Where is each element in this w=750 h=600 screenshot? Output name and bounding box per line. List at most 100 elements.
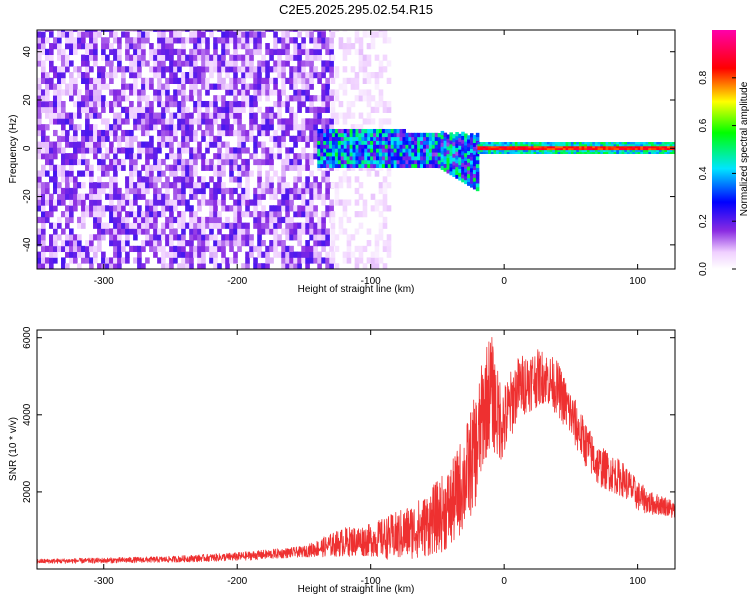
heatmap-cell [281,118,286,125]
heatmap-cell [362,66,368,73]
heatmap-cell [458,141,462,146]
heatmap-cell [101,182,106,189]
heatmap-cell [340,132,345,138]
heatmap-cell [440,165,445,170]
heatmap-cell [265,245,270,253]
heatmap-cell [313,112,318,119]
heatmap-cell [378,132,383,138]
heatmap-cell [536,147,540,151]
heatmap-cell [297,77,302,84]
heatmap-cell [237,164,242,171]
heatmap-cell [285,158,290,166]
heatmap-cell [257,106,262,113]
heatmap-cell [205,100,210,108]
heatmap-cell [81,31,86,38]
heatmap-cell [193,118,198,125]
heatmap-cell [81,182,86,189]
heatmap-cell [245,251,250,258]
heatmap-cell [37,153,42,160]
heatmap-cell [334,156,339,161]
heatmap-cell [233,176,238,183]
heatmap-cell [197,112,202,119]
heatmap-cell [189,72,194,79]
heatmap-cell [141,147,146,154]
heatmap-cell [285,182,290,189]
heatmap-cell [165,95,170,102]
heatmap-cell [334,159,339,165]
heatmap-cell [77,89,82,96]
heatmap-cell [370,251,376,258]
heatmap-cell [205,54,210,61]
heatmap-cell [265,216,270,224]
heatmap-cell [157,112,162,119]
heatmap-cell [249,54,254,61]
heatmap-cell [205,147,210,154]
heatmap-cell [53,147,58,154]
heatmap-cell [157,48,162,56]
heatmap-cell [610,151,615,155]
heatmap-cell [77,216,82,224]
heatmap-cell [352,148,357,153]
heatmap-cell [402,156,406,161]
heatmap-cell [370,37,376,44]
heatmap-cell [382,31,388,38]
heatmap-cell [77,245,82,253]
heatmap-cell [201,135,206,142]
heatmap-cell [217,135,222,142]
heatmap-cell [367,159,371,165]
heatmap-cell [411,156,415,161]
heatmap-cell [125,54,130,61]
heatmap-cell [330,30,336,32]
heatmap-cell [317,148,321,153]
heatmap-cell [89,112,94,119]
heatmap-cell [482,143,487,147]
heatmap-cell [69,135,74,142]
heatmap-cell [477,142,481,145]
heatmap-cell [201,30,206,32]
heatmap-cell [449,155,453,160]
heatmap-cell [61,228,66,235]
heatmap-cell [281,205,286,212]
heatmap-cell [334,245,340,253]
spectrogram-frame [36,29,676,270]
heatmap-cell [343,156,348,161]
heatmap-cell [297,135,302,142]
heatmap-cell [366,43,372,50]
heatmap-cell [552,147,556,151]
heatmap-cell [399,159,404,165]
heatmap-cell [85,251,90,258]
heatmap-cell [181,193,186,200]
heatmap-cell [387,136,392,141]
heatmap-cell [185,135,190,142]
heatmap-cell [544,143,548,147]
heatmap-cell [185,77,190,84]
heatmap-cell [313,153,318,160]
heatmap-cell [378,72,384,79]
heatmap-cell [69,199,74,206]
heatmap-cell [37,216,42,224]
heatmap-cell [105,205,110,212]
heatmap-cell [446,161,451,166]
heatmap-cell [229,30,234,32]
heatmap-cell [185,205,190,212]
heatmap-cell [253,147,258,154]
heatmap-cell [355,132,360,138]
heatmap-cell [382,54,388,61]
heatmap-cell [189,222,194,229]
heatmap-cell [325,251,330,258]
heatmap-cell [317,140,321,145]
heatmap-cell [205,37,210,44]
heatmap-cell [320,140,324,145]
heatmap-cell [177,240,182,247]
heatmap-cell [245,211,250,218]
heatmap-cell [225,263,230,269]
heatmap-cell [467,162,471,167]
heatmap-cell [309,77,314,84]
heatmap-cell [393,163,398,169]
heatmap-cell [477,149,481,153]
heatmap-cell [525,143,529,147]
heatmap-cell [129,245,134,253]
heatmap-cell [277,251,282,258]
heatmap-cell [189,205,194,212]
heatmap-cell [205,30,210,32]
